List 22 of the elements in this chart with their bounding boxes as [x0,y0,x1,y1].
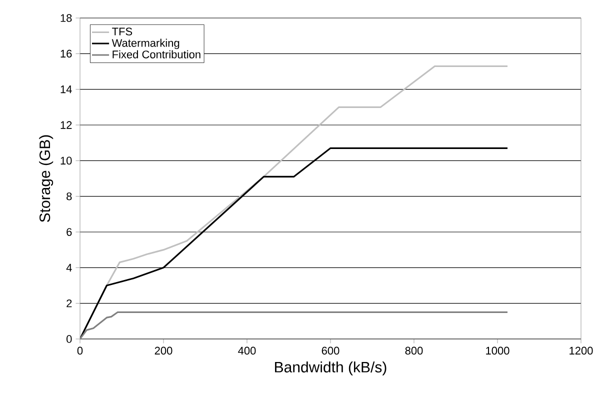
y-tick-label: 0 [66,335,72,343]
x-tick-label: 400 [238,346,256,355]
x-tick-label: 1200 [570,346,593,355]
y-tick-label: 12 [60,121,72,129]
y-tick-label: 10 [60,156,72,165]
y-tick-label: 4 [66,264,72,272]
legend-label: Watermarking [112,38,180,50]
legend-label: Fixed Contribution [112,50,200,58]
x-tick-label: 600 [322,346,340,355]
legend-label: TFS [112,28,132,36]
y-tick-label: 18 [60,14,72,22]
y-tick-label: 16 [60,50,72,58]
x-tick-label: 800 [405,346,423,355]
y-tick-label: 2 [66,299,72,308]
y-axis-title: Storage (GB) [39,135,54,222]
y-tick-label: 6 [66,228,72,236]
y-tick-label: 14 [60,86,72,94]
x-tick-label: 200 [154,346,172,355]
x-tick-label: 0 [77,346,83,355]
y-tick-label: 8 [66,192,72,200]
x-tick-label: 1000 [486,346,510,355]
x-axis-title: Bandwidth (kB/s) [275,361,386,376]
